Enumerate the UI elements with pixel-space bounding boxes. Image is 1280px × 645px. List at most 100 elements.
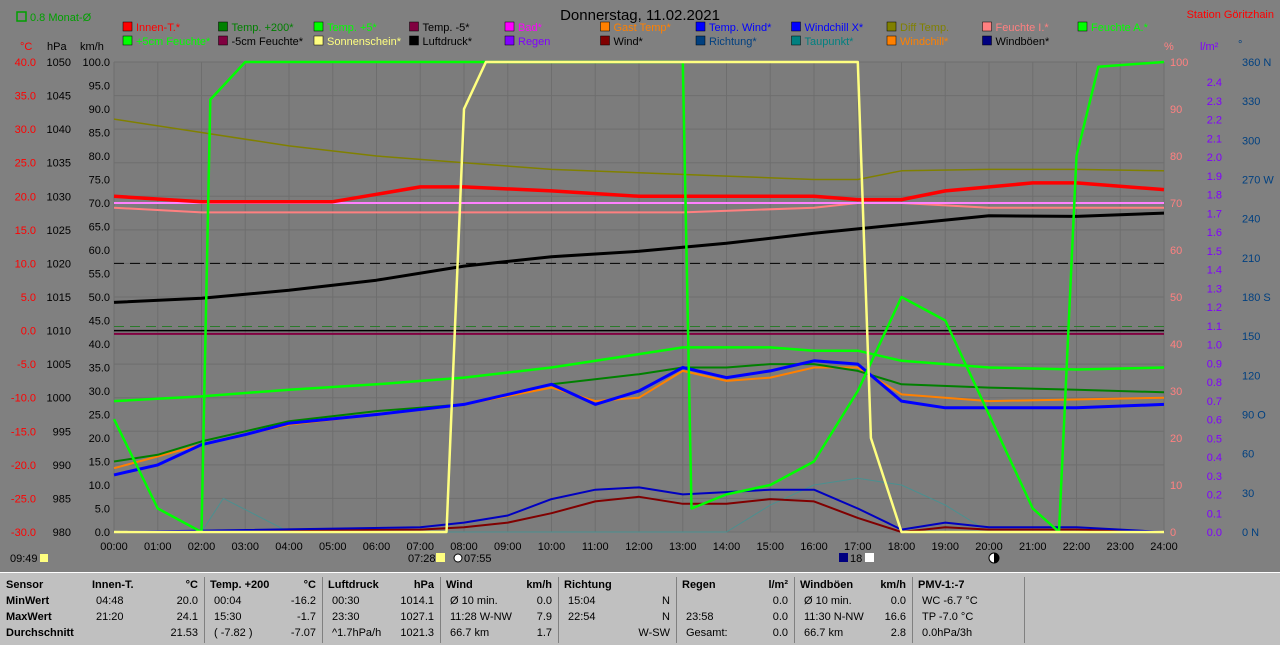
legend-label: Innen-T.* [136,22,181,34]
station-name: Station Göritzhain [1187,9,1274,21]
footer-cell-value: 21.53 [170,627,198,639]
sun-icon [40,554,48,562]
direction-tick-label: 0 N [1242,527,1259,539]
footer-column-title: Richtung [564,579,612,591]
reference-lines [114,262,1164,332]
wind-tick-label: 45.0 [89,316,110,328]
x-tick-label: 11:00 [582,541,609,553]
rain-tick-label: 1.7 [1207,208,1222,220]
rain-tick-label: 1.2 [1207,302,1222,314]
temp-tick-label: -10.0 [11,393,36,405]
legend-swatch [886,21,897,32]
rain-tick-label: 0.0 [1207,527,1222,539]
direction-tick-label: 270 W [1242,175,1274,187]
rain-tick-label: 0.6 [1207,415,1222,427]
x-tick-label: 08:00 [450,541,478,553]
legend-swatch [791,35,801,46]
legend-label: Temp. -5* [423,22,471,34]
pressure-tick-label: 990 [53,460,71,472]
pressure-tick-label: 1030 [47,191,71,203]
x-tick-label: 00:00 [100,541,128,553]
footer-cell-label: 23:30 [332,611,360,623]
x-tick-label: 21:00 [1019,541,1047,553]
legend-swatch [982,21,992,32]
rain-tick-label: 2.1 [1207,133,1222,145]
moon-phase-icon [994,553,999,563]
x-tick-label: 06:00 [363,541,391,553]
footer-column: Temp. +200 °C 00:04 -16.2 15:30 -1.7 ( -7.82 )… [206,577,323,643]
legend-swatch [313,35,324,46]
footer-column-unit: °C [303,579,316,591]
wind-tick-label: 95.0 [89,81,110,93]
footer-cell-value: N [662,595,670,607]
direction-tick-label: 60 [1242,449,1254,461]
legend-swatch [982,35,992,46]
footer-cell-label: 22:54 [568,611,596,623]
footer-column: Luftdruck hPa 00:30 1014.1 23:30 1027.1 ^1.7hP… [324,577,441,643]
legend-label: Sonnenschein* [327,36,402,48]
temp-tick-label: 25.0 [15,158,36,170]
direction-tick-label: 300 [1242,135,1260,147]
wind-tick-label: 85.0 [89,128,110,140]
footer-column-unit: l/m² [768,579,788,591]
rain-tick-label: 0.8 [1207,377,1222,389]
legend-swatch [695,35,706,46]
legend-swatch [886,35,897,46]
row-label-sensor: Sensor [6,579,44,591]
wind-tick-label: 0.0 [95,527,110,539]
footer-cell-label: Gesamt: [686,627,728,639]
footer-column: Windböen km/h Ø 10 min. 0.0 11:30 N-NW 16.6 66… [796,577,913,643]
x-tick-label: 17:00 [844,541,872,553]
pressure-tick-label: 1040 [47,124,71,136]
rain-tick-label: 0.3 [1207,471,1222,483]
pressure-tick-label: 1010 [47,326,71,338]
footer-cell-value: 0.0 [772,595,788,607]
direction-tick-label: 360 N [1242,57,1271,69]
footer-cell-label: TP -7.0 °C [922,611,974,623]
rain-tick-label: 0.4 [1207,452,1222,464]
footer-cell-value: 1.7 [536,627,552,639]
footer-column-title: Innen-T. [92,579,134,591]
wind-tick-label: 50.0 [89,292,110,304]
footer-cell-value: 1027.1 [400,611,434,623]
direction-tick-label: 30 [1242,488,1254,500]
rain-tick-label: 1.6 [1207,227,1222,239]
sunset-time: 18 [850,553,862,565]
series-line-innen-t [113,181,1165,204]
x-tick-label: 15:00 [756,541,784,553]
time-marker-left: 09:49 [10,553,38,565]
footer-cell-value: N [662,611,670,623]
x-tick-label: 12:00 [625,541,653,553]
footer-cell-label: 0.0hPa/3h [922,627,973,639]
x-tick-label: 04:00 [275,541,303,553]
footer-cell-label: 00:04 [214,595,242,607]
pct-tick-label: 50 [1170,292,1182,304]
series-line-sonnenschein [114,60,1164,534]
rain-tick-label: 1.8 [1207,190,1222,202]
legend: Innen-T.* Temp. +200* Temp. +5* Temp. -5* Ba… [122,21,1149,48]
series-group [112,60,1165,534]
x-tick-label: 03:00 [231,541,259,553]
summary-footer: Sensor MinWert MaxWert Durchschnitt Inne… [0,572,1280,645]
legend-label: Wind* [614,36,644,48]
footer-cell-value: 0.0 [772,611,788,623]
direction-tick-label: 240 [1242,214,1260,226]
footer-cell-value: 24.1 [176,611,198,623]
temp-tick-label: -20.0 [11,460,36,472]
series-line-windb-en [113,486,1165,533]
legend-swatch [122,21,133,32]
pct-tick-label: 70 [1170,198,1182,210]
legend-label: Feuchte I.* [996,22,1050,34]
temp-tick-label: -5.0 [17,359,36,371]
footer-cell-label: 15:04 [568,595,596,607]
wind-tick-label: 70.0 [89,198,110,210]
x-tick-label: 14:00 [713,541,741,553]
pct-tick-label: 90 [1170,104,1182,116]
pct-tick-label: 30 [1170,386,1182,398]
legend-label: -5cm Feuchte* [232,36,304,48]
legend-swatch [695,21,706,32]
x-tick-label: 02:00 [188,541,216,553]
footer-column-title: PMV-1:-7 [918,579,965,591]
legend-swatch [791,21,801,32]
series-line-luftdruck [113,211,1165,304]
